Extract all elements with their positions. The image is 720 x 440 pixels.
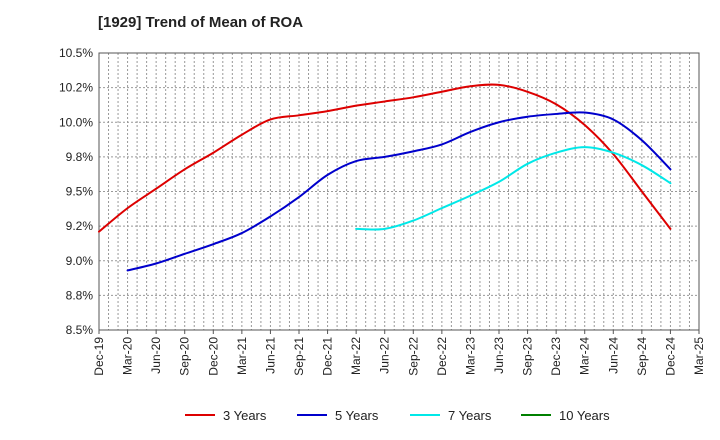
x-tick-label: Dec-24 [663, 337, 677, 376]
y-tick-label: 8.5% [66, 323, 94, 337]
legend-label: 7 Years [448, 408, 492, 423]
chart-title: [1929] Trend of Mean of ROA [98, 14, 304, 31]
plot-frame [98, 52, 700, 331]
series-line-3-years [98, 83, 672, 233]
y-tick-label: 9.0% [66, 254, 94, 268]
x-tick-label: Sep-22 [406, 337, 420, 376]
series-line-5-years [126, 111, 672, 272]
x-tick-label: Jun-24 [606, 337, 620, 374]
legend-label: 3 Years [223, 408, 267, 423]
x-tick-label: Mar-21 [235, 337, 249, 375]
x-tick-label: Dec-20 [206, 337, 220, 376]
x-tick-label: Jun-21 [263, 337, 277, 374]
x-tick-label: Mar-22 [349, 337, 363, 375]
x-tick-label: Jun-20 [149, 337, 163, 374]
x-tick-label: Sep-21 [292, 337, 306, 376]
series-lines [98, 83, 672, 272]
legend-label: 5 Years [335, 408, 379, 423]
legend: 3 Years 5 Years 7 Years 10 Years [185, 408, 610, 423]
y-tick-label: 8.8% [66, 288, 94, 302]
x-tick-label: Dec-22 [435, 337, 449, 376]
x-tick-label: Dec-21 [321, 337, 335, 376]
x-tick-label: Jun-23 [492, 337, 506, 374]
y-tick-label: 10.0% [59, 115, 93, 129]
x-tick-label: Mar-24 [578, 337, 592, 375]
x-tick-label: Dec-19 [92, 337, 106, 376]
x-tick-label: Jun-22 [378, 337, 392, 374]
x-tick-label: Sep-20 [178, 337, 192, 376]
y-tick-label: 9.5% [66, 185, 94, 199]
grid-lines [98, 53, 700, 334]
axis-tick-labels: 8.5% 8.8% 9.0% 9.2% 9.5% 9.8% 10.0% 10.2% 10.5% D… [59, 46, 706, 376]
x-tick-label: Dec-23 [549, 337, 563, 376]
y-tick-label: 9.8% [66, 150, 94, 164]
series-line-7-years [355, 146, 672, 231]
y-tick-label: 9.2% [66, 219, 94, 233]
legend-label: 10 Years [559, 408, 610, 423]
x-tick-label: Mar-23 [463, 337, 477, 375]
y-tick-label: 10.5% [59, 46, 93, 60]
x-tick-label: Sep-23 [521, 337, 535, 376]
x-tick-label: Mar-20 [121, 337, 135, 375]
x-tick-label: Mar-25 [692, 337, 706, 375]
y-tick-label: 10.2% [59, 81, 93, 95]
x-tick-label: Sep-24 [635, 337, 649, 376]
